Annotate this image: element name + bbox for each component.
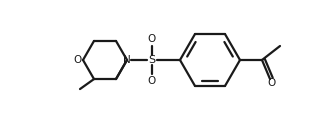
Text: O: O bbox=[148, 34, 156, 44]
Text: N: N bbox=[123, 55, 131, 65]
Text: O: O bbox=[268, 78, 276, 88]
Text: O: O bbox=[74, 55, 82, 65]
Text: S: S bbox=[149, 55, 155, 65]
Text: O: O bbox=[148, 76, 156, 86]
